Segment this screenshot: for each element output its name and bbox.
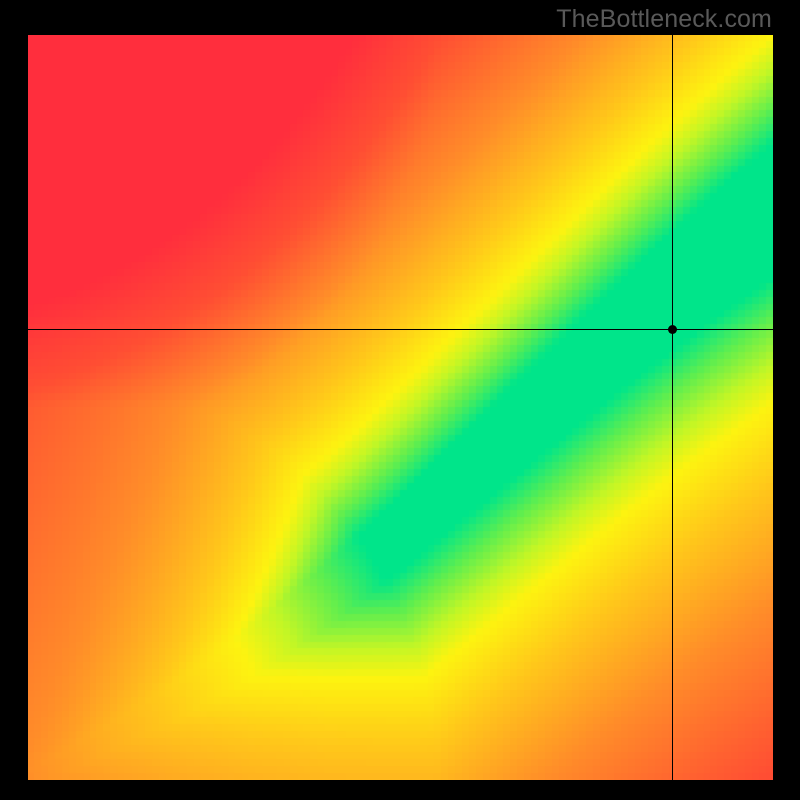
heatmap-canvas bbox=[28, 35, 773, 780]
crosshair-vertical-line bbox=[672, 35, 673, 780]
crosshair-horizontal-line bbox=[28, 329, 773, 330]
chart-container: TheBottleneck.com bbox=[0, 0, 800, 800]
watermark-text: TheBottleneck.com bbox=[556, 5, 772, 34]
crosshair-marker-dot bbox=[668, 325, 677, 334]
